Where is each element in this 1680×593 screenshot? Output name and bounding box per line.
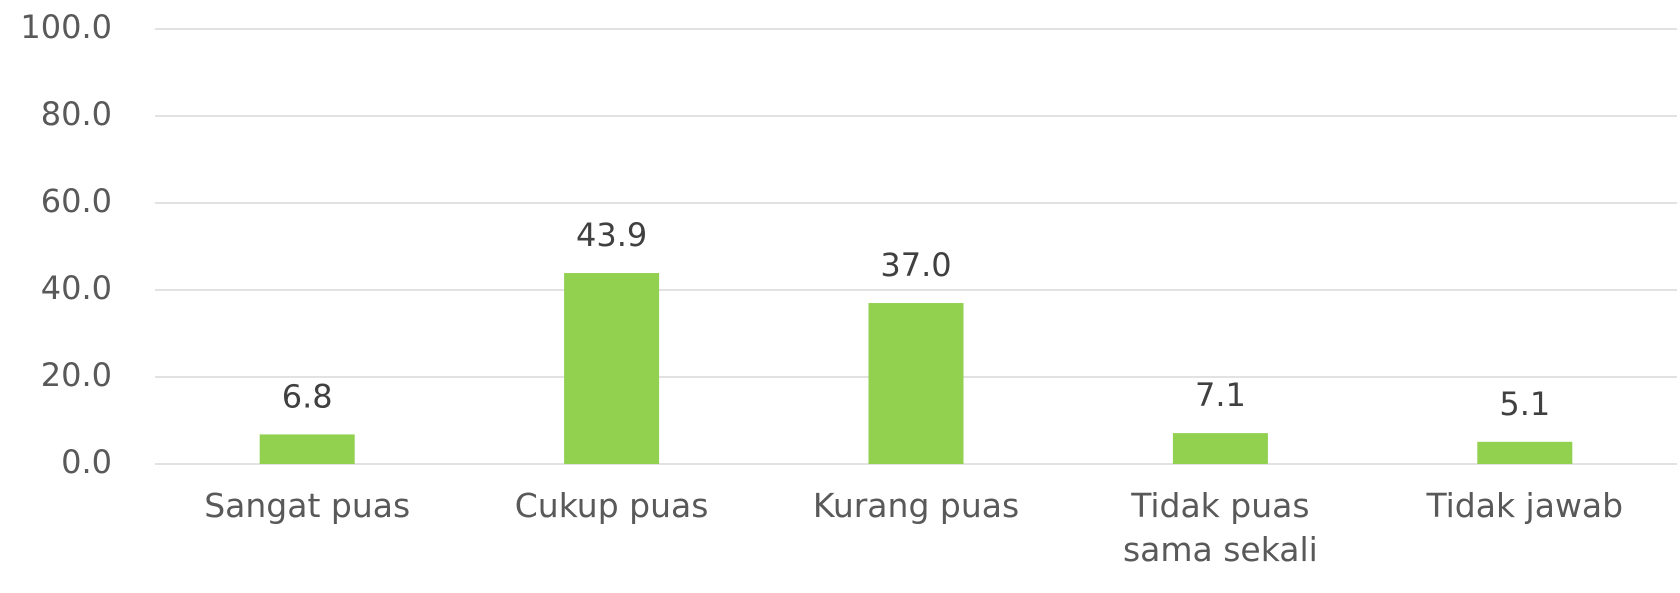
- bar: [1477, 441, 1573, 464]
- y-tick-label: 0.0: [61, 443, 112, 481]
- x-tick-label: Cukup puas: [514, 486, 709, 525]
- data-label: 37.0: [880, 246, 951, 284]
- y-tick-label: 40.0: [41, 269, 112, 307]
- data-label: 7.1: [1195, 376, 1246, 414]
- data-label: 6.8: [282, 377, 333, 415]
- data-label: 43.9: [576, 216, 647, 254]
- bar: [1172, 433, 1268, 464]
- x-tick-label: Kurang puas: [812, 486, 1020, 525]
- data-label: 5.1: [1499, 385, 1550, 423]
- bar: [564, 273, 660, 464]
- y-tick-label: 60.0: [41, 182, 112, 220]
- y-tick-label: 80.0: [41, 95, 112, 133]
- bar: [868, 303, 964, 464]
- x-tick-label: Tidak jawab: [1426, 486, 1624, 525]
- x-tick-label: Tidak puas sama sekali: [1122, 486, 1318, 569]
- y-tick-label: 20.0: [41, 356, 112, 394]
- x-tick-label: Sangat puas: [204, 486, 411, 525]
- y-tick-label: 100.0: [20, 8, 112, 46]
- bar: [259, 434, 355, 464]
